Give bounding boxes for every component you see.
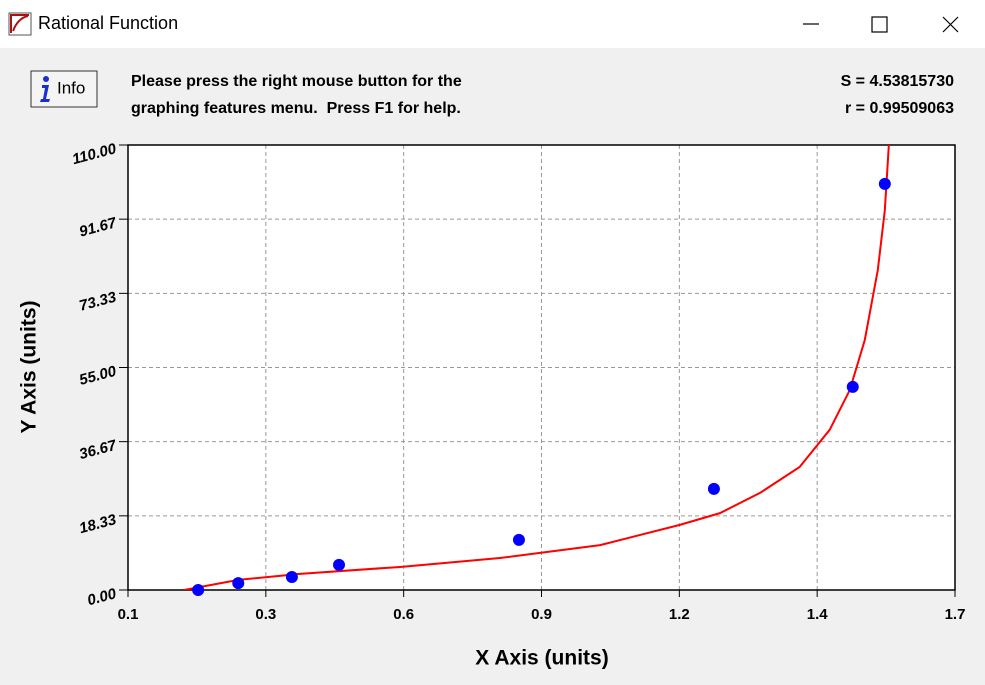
x-tick-label: 0.9	[531, 606, 552, 623]
data-point	[512, 533, 525, 546]
maximize-button[interactable]	[871, 16, 888, 33]
title-bar	[0, 0, 985, 48]
info-button-label[interactable]: Info	[57, 78, 85, 97]
help-message: graphing features menu. Press F1 for hel…	[131, 100, 461, 117]
data-point	[285, 571, 298, 584]
data-point	[846, 380, 859, 393]
info-button[interactable]: Info	[30, 70, 98, 108]
y-tick-label: 73.33	[77, 288, 118, 314]
plot-frame	[127, 144, 956, 591]
y-tick-label: 110.00	[70, 140, 118, 168]
data-point	[192, 584, 205, 596]
help-message: Please press the right mouse button for …	[131, 73, 462, 90]
app-icon-curve	[10, 14, 29, 33]
close-button[interactable]	[942, 16, 959, 33]
y-tick-label: 0.00	[85, 585, 118, 609]
data-point	[232, 577, 245, 590]
x-tick-label: 1.7	[945, 606, 966, 623]
window-title: Rational Function	[38, 13, 178, 33]
x-tick-label: 0.3	[255, 606, 276, 623]
x-tick-label: 0.1	[118, 606, 139, 623]
x-tick-label: 0.6	[393, 606, 414, 623]
y-tick-label: 36.67	[77, 437, 118, 463]
info-icon-stem	[40, 85, 50, 102]
y-tick-label: 55.00	[77, 363, 118, 389]
fit-statistic: r = 0.99509063	[845, 100, 954, 117]
data-point	[333, 558, 346, 571]
x-tick-label: 1.2	[669, 606, 690, 623]
y-tick-label: 18.33	[77, 511, 118, 537]
y-tick-label: 91.67	[77, 214, 118, 240]
fit-statistic: S = 4.53815730	[841, 73, 955, 90]
x-tick-label: 1.4	[807, 606, 829, 623]
data-point	[878, 177, 891, 190]
y-axis-title: Y Axis (units)	[18, 300, 41, 433]
x-axis-title: X Axis (units)	[475, 647, 608, 670]
info-icon-dot	[43, 76, 49, 82]
fit-curve	[183, 144, 890, 590]
data-point	[707, 482, 720, 495]
